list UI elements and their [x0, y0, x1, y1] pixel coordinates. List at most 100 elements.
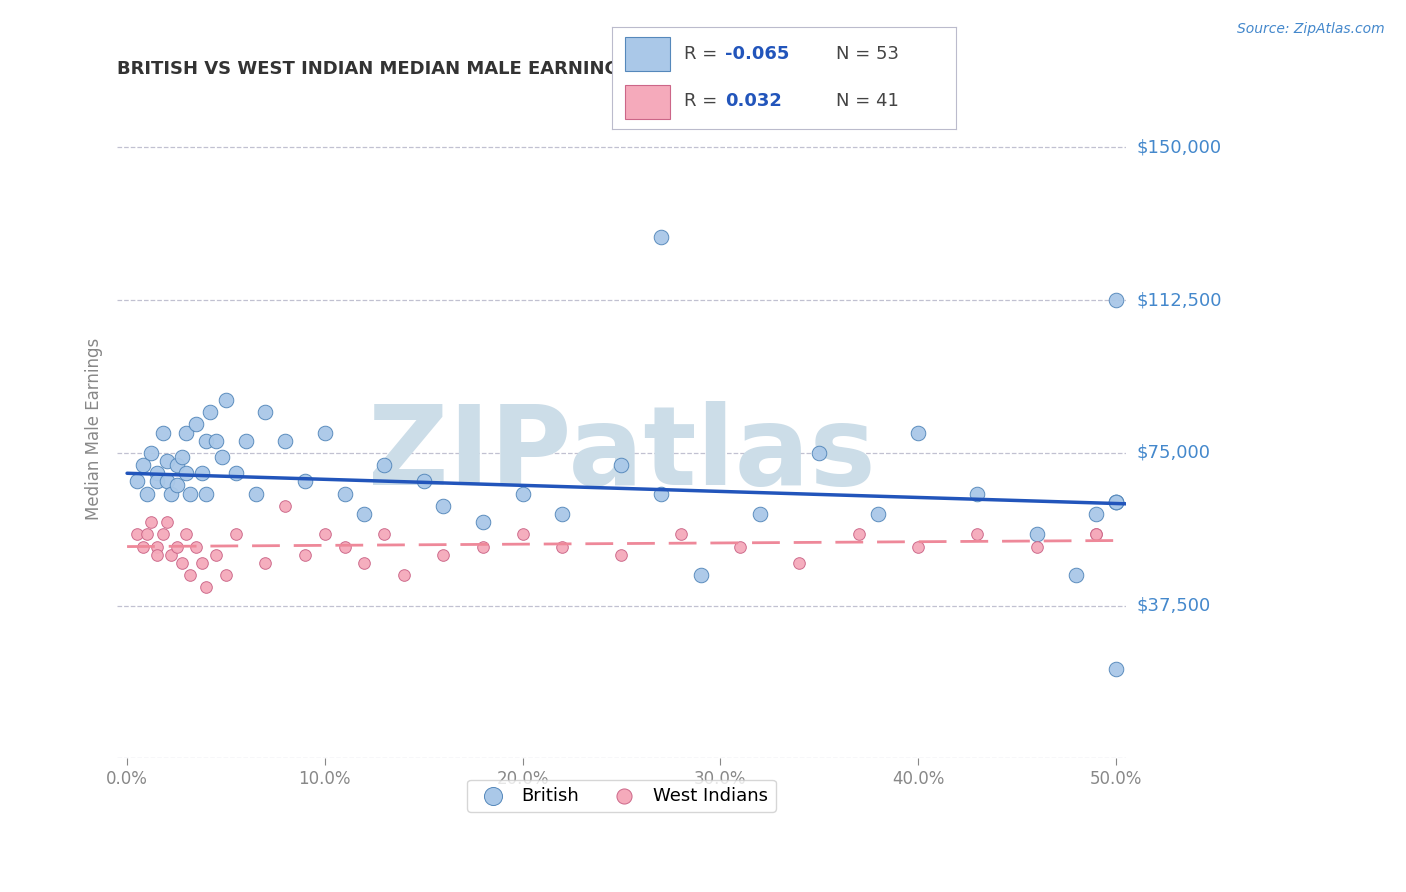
Point: [159, 548, 181, 562]
Point: [211, 450, 233, 464]
Text: R =: R =: [683, 45, 723, 63]
Point: [152, 425, 174, 440]
Point: [610, 548, 633, 562]
Point: [1105, 495, 1128, 509]
Text: Source: ZipAtlas.com: Source: ZipAtlas.com: [1237, 22, 1385, 37]
Point: [353, 556, 375, 570]
Point: [432, 548, 454, 562]
Point: [145, 548, 167, 562]
Point: [392, 568, 415, 582]
Point: [748, 507, 770, 521]
Point: [191, 467, 214, 481]
Point: [551, 540, 574, 554]
Point: [848, 527, 870, 541]
Point: [907, 425, 929, 440]
Point: [254, 556, 277, 570]
Point: [689, 568, 711, 582]
Point: [314, 425, 336, 440]
Point: [135, 527, 157, 541]
Point: [432, 499, 454, 513]
Point: [132, 458, 155, 472]
Point: [225, 527, 247, 541]
Point: [966, 486, 988, 500]
Point: [650, 486, 672, 500]
Point: [176, 527, 198, 541]
Point: [254, 405, 277, 419]
Point: [512, 486, 534, 500]
Point: [868, 507, 890, 521]
Point: [314, 527, 336, 541]
Point: [551, 507, 574, 521]
Point: [1105, 293, 1128, 308]
Point: [179, 568, 201, 582]
Point: [145, 467, 167, 481]
Text: $37,500: $37,500: [1137, 597, 1211, 615]
Point: [139, 515, 162, 529]
Point: [472, 515, 495, 529]
Legend: British, West Indians: British, West Indians: [467, 780, 776, 812]
Text: $112,500: $112,500: [1137, 291, 1222, 310]
Point: [728, 540, 751, 554]
Text: $150,000: $150,000: [1137, 138, 1222, 156]
Text: ZIPatlas: ZIPatlas: [367, 401, 876, 508]
Point: [294, 548, 316, 562]
Point: [373, 527, 395, 541]
Point: [235, 434, 257, 448]
Point: [245, 486, 267, 500]
Text: R =: R =: [683, 92, 723, 110]
Point: [1025, 527, 1047, 541]
Point: [172, 450, 194, 464]
Text: BRITISH VS WEST INDIAN MEDIAN MALE EARNINGS CORRELATION CHART: BRITISH VS WEST INDIAN MEDIAN MALE EARNI…: [117, 60, 853, 78]
Bar: [626, 37, 671, 70]
Point: [373, 458, 395, 472]
Point: [156, 515, 179, 529]
Point: [1064, 568, 1087, 582]
Point: [1085, 507, 1108, 521]
Text: N = 41: N = 41: [835, 92, 898, 110]
Point: [172, 556, 194, 570]
Point: [205, 548, 228, 562]
Point: [274, 499, 297, 513]
Point: [186, 417, 208, 432]
Point: [195, 486, 218, 500]
Point: [198, 405, 221, 419]
Point: [195, 434, 218, 448]
Point: [125, 527, 148, 541]
Point: [225, 467, 247, 481]
Point: [159, 486, 181, 500]
Point: [333, 540, 356, 554]
Point: [907, 540, 929, 554]
Point: [412, 475, 434, 489]
Point: [472, 540, 495, 554]
Point: [166, 540, 188, 554]
Bar: [626, 86, 671, 119]
Point: [145, 540, 167, 554]
Point: [1105, 495, 1128, 509]
Point: [650, 230, 672, 244]
Point: [333, 486, 356, 500]
Point: [176, 425, 198, 440]
Text: N = 53: N = 53: [835, 45, 898, 63]
Point: [1085, 527, 1108, 541]
Point: [166, 458, 188, 472]
Point: [132, 540, 155, 554]
Point: [966, 527, 988, 541]
Point: [1105, 662, 1128, 676]
Point: [1105, 495, 1128, 509]
Point: [135, 486, 157, 500]
Point: [125, 475, 148, 489]
Point: [156, 475, 179, 489]
Point: [215, 568, 238, 582]
Point: [274, 434, 297, 448]
Point: [215, 392, 238, 407]
Point: [166, 478, 188, 492]
Point: [610, 458, 633, 472]
Text: $75,000: $75,000: [1137, 444, 1211, 462]
Point: [186, 540, 208, 554]
Point: [156, 454, 179, 468]
Point: [1025, 540, 1047, 554]
Point: [191, 556, 214, 570]
Point: [669, 527, 692, 541]
Point: [512, 527, 534, 541]
Y-axis label: Median Male Earnings: Median Male Earnings: [86, 337, 103, 520]
